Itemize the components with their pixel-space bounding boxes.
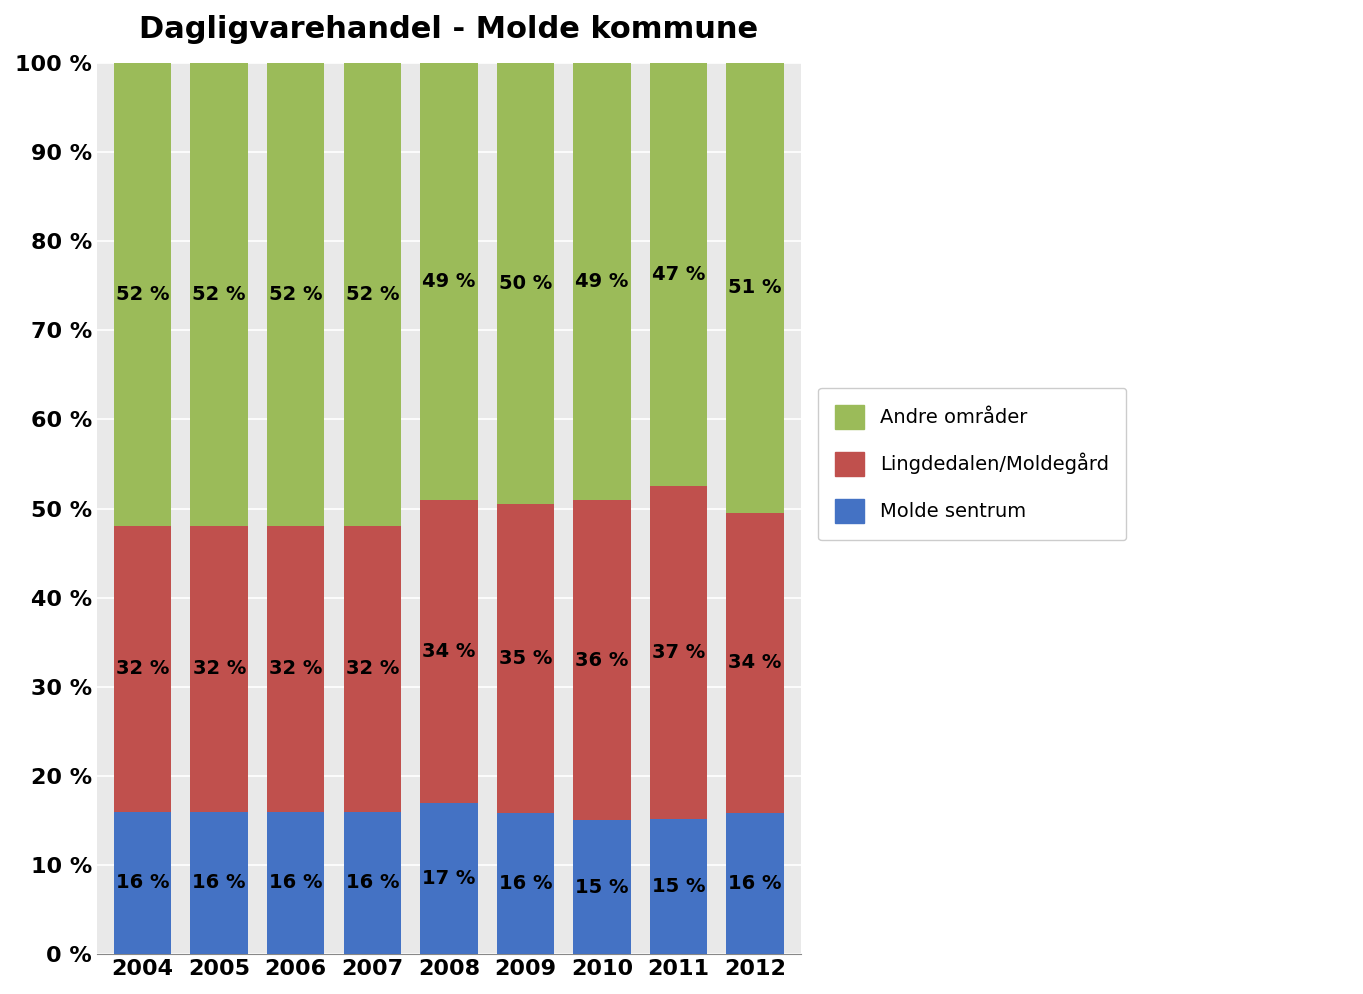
Bar	[343, 811, 401, 954]
Legend: Andre områder, Lingdedalen/Moldegård, Molde sentrum: Andre områder, Lingdedalen/Moldegård, Mo…	[818, 388, 1126, 541]
Text: 47 %: 47 %	[652, 265, 705, 284]
Text: 16 %: 16 %	[269, 874, 323, 893]
Text: 15 %: 15 %	[575, 878, 628, 897]
Text: 32 %: 32 %	[269, 659, 323, 679]
Text: 49 %: 49 %	[423, 271, 476, 291]
Bar	[343, 63, 401, 527]
Text: 16 %: 16 %	[346, 874, 399, 893]
Bar	[420, 802, 477, 954]
Text: 37 %: 37 %	[652, 643, 705, 662]
Bar	[267, 811, 324, 954]
Bar	[191, 63, 248, 527]
Bar	[496, 813, 555, 954]
Title: Dagligvarehandel - Molde kommune: Dagligvarehandel - Molde kommune	[139, 15, 758, 44]
Bar	[420, 63, 477, 500]
Text: 52 %: 52 %	[116, 285, 169, 304]
Bar	[267, 527, 324, 811]
Text: 15 %: 15 %	[652, 877, 705, 897]
Text: 34 %: 34 %	[423, 642, 476, 661]
Text: 32 %: 32 %	[346, 659, 399, 679]
Text: 51 %: 51 %	[728, 278, 782, 297]
Bar	[726, 513, 784, 813]
Text: 32 %: 32 %	[116, 659, 169, 679]
Text: 34 %: 34 %	[728, 653, 781, 673]
Bar	[267, 63, 324, 527]
Text: 17 %: 17 %	[423, 869, 476, 888]
Text: 52 %: 52 %	[346, 285, 399, 304]
Bar	[496, 504, 555, 813]
Text: 16 %: 16 %	[499, 874, 552, 893]
Text: 50 %: 50 %	[499, 274, 552, 293]
Bar	[496, 63, 555, 504]
Bar	[726, 63, 784, 513]
Text: 36 %: 36 %	[575, 650, 628, 670]
Text: 32 %: 32 %	[192, 659, 245, 679]
Text: 16 %: 16 %	[116, 874, 169, 893]
Text: 16 %: 16 %	[728, 874, 782, 893]
Bar	[191, 527, 248, 811]
Bar	[574, 63, 631, 500]
Bar	[343, 527, 401, 811]
Bar	[574, 500, 631, 820]
Bar	[650, 486, 707, 819]
Bar	[114, 527, 172, 811]
Bar	[574, 820, 631, 954]
Bar	[114, 811, 172, 954]
Text: 52 %: 52 %	[192, 285, 245, 304]
Bar	[650, 63, 707, 486]
Bar	[726, 813, 784, 954]
Text: 35 %: 35 %	[499, 649, 552, 668]
Bar	[650, 819, 707, 954]
Text: 49 %: 49 %	[575, 271, 628, 291]
Text: 52 %: 52 %	[269, 285, 323, 304]
Bar	[420, 500, 477, 802]
Bar	[114, 63, 172, 527]
Text: 16 %: 16 %	[192, 874, 245, 893]
Bar	[191, 811, 248, 954]
